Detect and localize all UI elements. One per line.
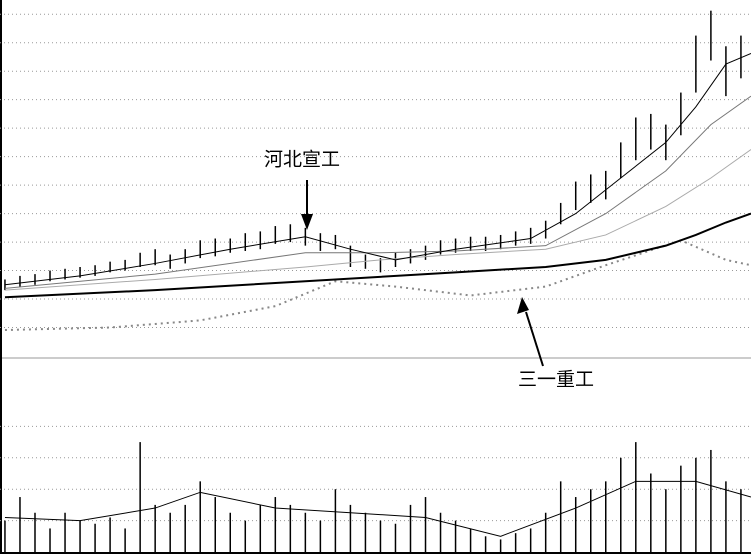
marks <box>0 10 751 552</box>
moving-average <box>4 212 751 299</box>
volume-average <box>4 480 751 537</box>
moving-average <box>4 52 751 286</box>
arrow-head <box>517 297 529 314</box>
arrow-head <box>301 214 313 230</box>
moving-average <box>4 95 751 289</box>
arrow <box>525 311 544 367</box>
moving-average <box>4 149 751 291</box>
annotation: 河北宣工 <box>264 149 340 171</box>
dotted-line <box>4 239 751 332</box>
annotation: 三一重工 <box>518 369 594 391</box>
